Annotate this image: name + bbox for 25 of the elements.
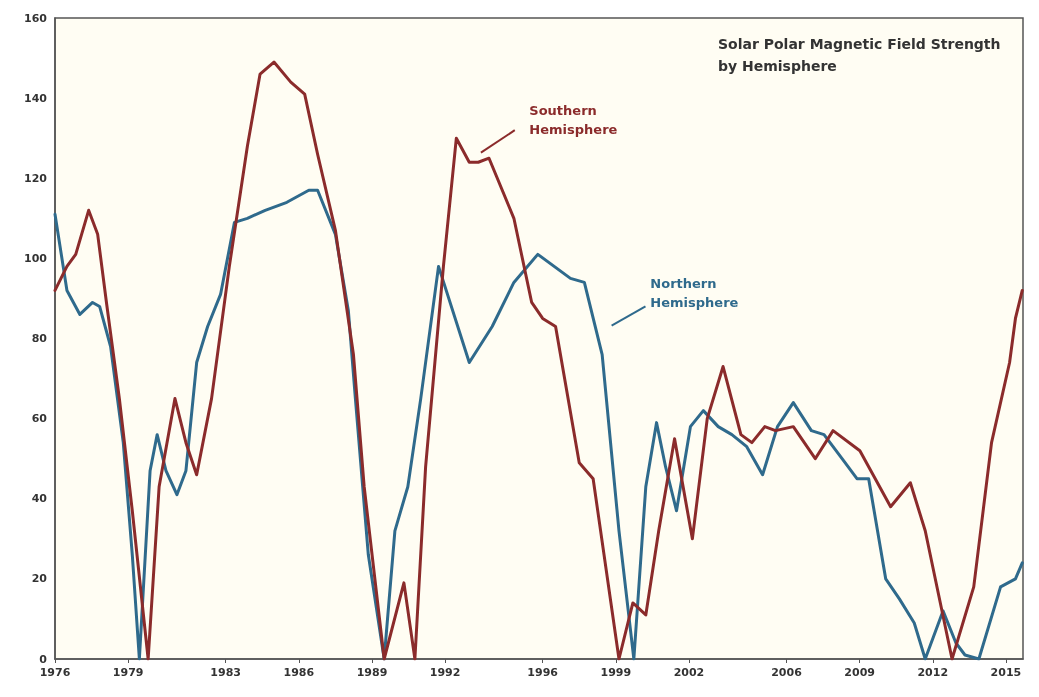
x-tick-label: 1976: [39, 666, 71, 679]
text: Northern Hemisphere: [650, 276, 739, 311]
x-tick-label: 1979: [112, 666, 144, 679]
x-tick-label: 1996: [527, 666, 559, 679]
y-tick-label: 40: [31, 492, 48, 506]
text: Solar Polar Magnetic Field Strength by Hemisphere: [718, 36, 1006, 74]
y-tick-label: 160: [24, 11, 48, 25]
x-tick-label: 1983: [210, 666, 241, 679]
y-tick-label: 60: [31, 412, 48, 426]
x-tick-label: 2015: [990, 666, 1022, 679]
x-tick-label: 1999: [600, 666, 632, 679]
y-tick-label: 140: [24, 91, 48, 105]
text: Southern Hemisphere: [529, 103, 618, 138]
x-tick-label: 2002: [673, 666, 705, 679]
x-tick-label: 2006: [771, 666, 803, 679]
x-tick-label: 1992: [429, 666, 461, 679]
x-tick-label: 2009: [844, 666, 875, 679]
y-tick-label: 0: [39, 652, 48, 666]
y-tick-label: 100: [24, 251, 48, 265]
y-tick-label: 120: [24, 171, 48, 185]
y-tick-label: 80: [31, 332, 48, 345]
y-tick-label: 20: [31, 572, 48, 586]
x-tick-label: 2012: [917, 666, 949, 679]
x-tick-label: 1989: [356, 666, 388, 679]
x-tick-label: 1986: [283, 666, 315, 679]
